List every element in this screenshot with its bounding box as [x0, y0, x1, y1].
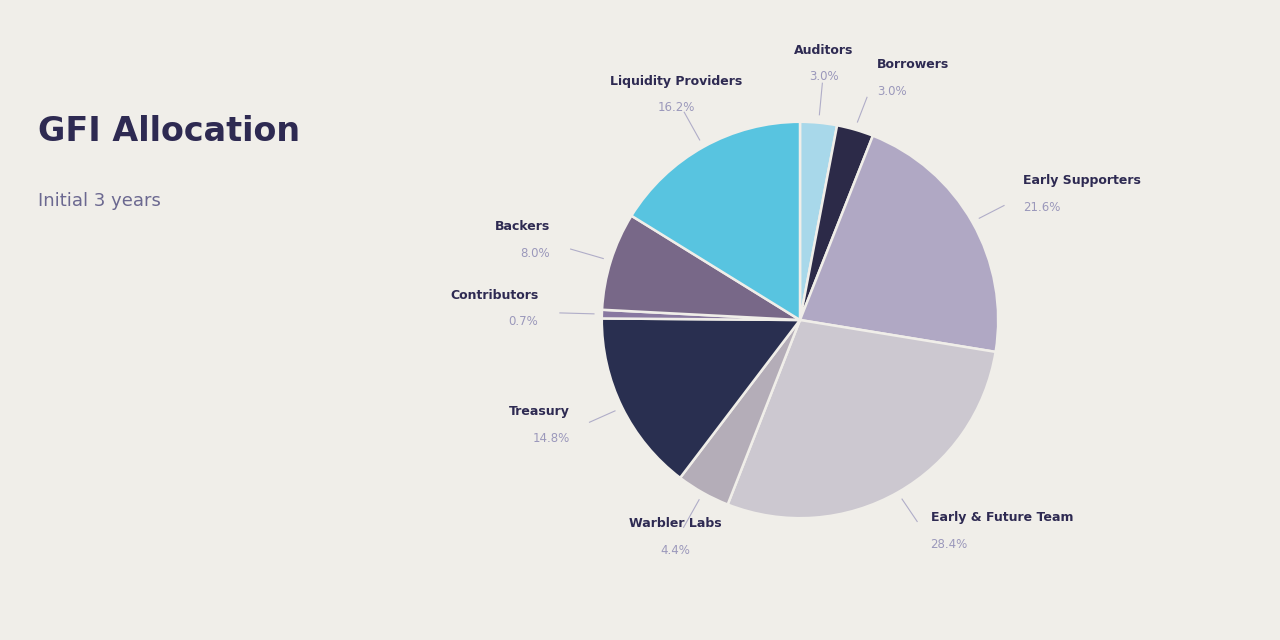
Text: Treasury: Treasury	[509, 405, 570, 419]
Text: 3.0%: 3.0%	[877, 85, 906, 98]
Wedge shape	[800, 125, 873, 320]
Wedge shape	[602, 310, 800, 320]
Text: 16.2%: 16.2%	[658, 101, 695, 115]
Wedge shape	[680, 320, 800, 504]
Wedge shape	[728, 320, 996, 518]
Text: Borrowers: Borrowers	[877, 58, 950, 71]
Text: 21.6%: 21.6%	[1024, 201, 1061, 214]
Text: Auditors: Auditors	[794, 44, 854, 56]
Text: 4.4%: 4.4%	[660, 544, 691, 557]
Wedge shape	[631, 122, 800, 320]
Text: 0.7%: 0.7%	[508, 316, 539, 328]
Text: 28.4%: 28.4%	[931, 538, 968, 551]
Text: Contributors: Contributors	[451, 289, 539, 301]
Wedge shape	[800, 122, 837, 320]
Text: Liquidity Providers: Liquidity Providers	[611, 74, 742, 88]
Text: Early Supporters: Early Supporters	[1024, 174, 1142, 187]
Text: Early & Future Team: Early & Future Team	[931, 511, 1073, 524]
Text: Initial 3 years: Initial 3 years	[38, 192, 161, 210]
Wedge shape	[800, 136, 998, 352]
Text: Warbler Labs: Warbler Labs	[630, 517, 722, 531]
Text: 3.0%: 3.0%	[809, 70, 838, 83]
Text: GFI Allocation: GFI Allocation	[38, 115, 301, 148]
Text: 14.8%: 14.8%	[532, 432, 570, 445]
Wedge shape	[602, 216, 800, 320]
Text: Backers: Backers	[494, 220, 550, 234]
Text: 8.0%: 8.0%	[520, 247, 550, 260]
Wedge shape	[602, 319, 800, 478]
